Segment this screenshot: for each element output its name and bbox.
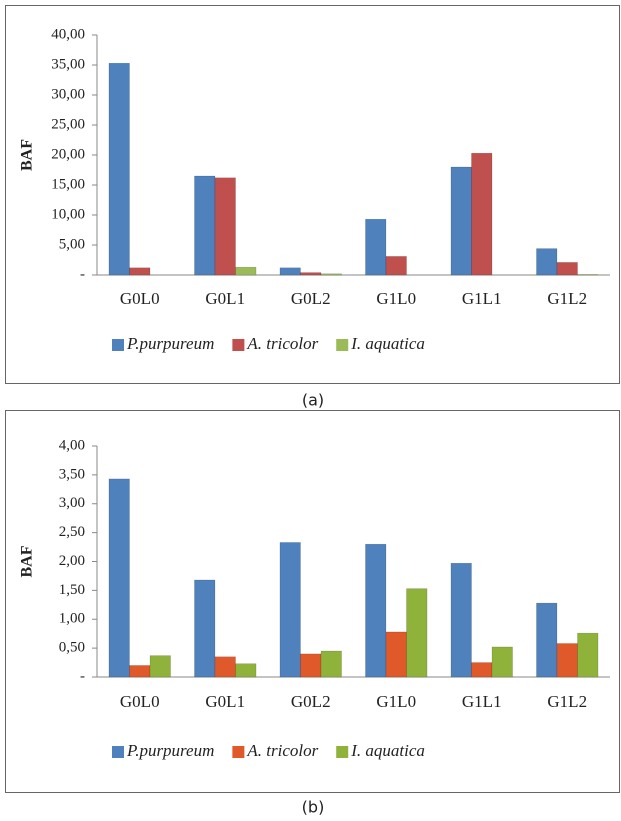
x-tick-label: G0L2	[291, 289, 331, 308]
bar	[108, 62, 130, 276]
y-tick-label: 5,00	[59, 236, 85, 252]
bar	[129, 267, 151, 276]
legend-swatch	[112, 746, 124, 758]
legend-label: I. aquatica	[350, 334, 425, 353]
y-tick-label: -	[80, 668, 85, 684]
bar	[235, 663, 257, 678]
bar	[536, 602, 558, 678]
y-tick-label: -	[80, 266, 85, 282]
legend-swatch	[232, 746, 245, 758]
y-tick-label: 30,00	[51, 86, 85, 102]
legend-swatch	[336, 746, 349, 758]
y-tick-label: 1,50	[59, 582, 85, 598]
chart-frame	[5, 410, 620, 793]
y-tick-label: 35,00	[51, 56, 85, 72]
x-tick-label: G1L0	[376, 289, 416, 308]
legend-label: I. aquatica	[350, 741, 425, 760]
y-tick-label: 25,00	[51, 116, 85, 132]
y-axis-label: BAF	[19, 139, 36, 171]
bar	[556, 262, 578, 276]
bar	[320, 273, 342, 276]
legend-label: P.purpureum	[126, 334, 214, 353]
bar	[194, 175, 216, 276]
bar	[556, 643, 578, 678]
legend-label: A. tricolor	[246, 741, 318, 760]
bar	[279, 542, 301, 678]
bar	[300, 653, 322, 678]
y-tick-label: 3,00	[59, 495, 85, 511]
bar	[194, 579, 216, 678]
bar	[450, 166, 472, 276]
x-tick-label: G0L2	[291, 692, 331, 711]
bar	[214, 177, 236, 276]
x-tick-label: G0L1	[205, 289, 245, 308]
legend-swatch	[112, 339, 124, 351]
bar	[577, 274, 599, 276]
bar	[365, 543, 387, 678]
bar	[471, 152, 493, 276]
bar	[235, 266, 257, 276]
bar	[129, 665, 151, 678]
y-tick-label: 2,50	[59, 524, 85, 540]
y-axis-label: BAF	[19, 545, 36, 577]
x-tick-label: G1L2	[547, 289, 587, 308]
bar	[491, 646, 513, 678]
y-tick-label: 4,00	[59, 437, 85, 453]
caption: (a)	[302, 391, 324, 410]
bar	[320, 650, 342, 678]
x-tick-label: G1L1	[462, 289, 502, 308]
caption: (b)	[302, 798, 325, 817]
x-tick-label: G1L2	[547, 692, 587, 711]
x-tick-label: G0L1	[205, 692, 245, 711]
y-tick-label: 15,00	[51, 176, 85, 192]
bar	[279, 267, 301, 276]
bar	[385, 631, 407, 678]
y-tick-label: 20,00	[51, 146, 85, 162]
y-tick-label: 0,50	[59, 640, 85, 656]
x-tick-label: G0L0	[120, 692, 160, 711]
bar	[214, 656, 236, 678]
bar	[149, 655, 171, 678]
y-tick-label: 40,00	[51, 26, 85, 42]
bar	[385, 256, 407, 276]
chart-frame	[5, 5, 620, 384]
y-tick-label: 1,00	[59, 611, 85, 627]
y-tick-label: 10,00	[51, 206, 85, 222]
x-tick-label: G0L0	[120, 289, 160, 308]
legend-swatch	[336, 339, 349, 351]
legend-label: P.purpureum	[126, 741, 214, 760]
y-tick-label: 2,00	[59, 553, 85, 569]
bar	[450, 562, 472, 678]
y-tick-label: 3,50	[59, 466, 85, 482]
bar	[577, 632, 599, 678]
legend-label: A. tricolor	[246, 334, 318, 353]
x-tick-label: G1L1	[462, 692, 502, 711]
bar	[536, 248, 558, 276]
x-tick-label: G1L0	[376, 692, 416, 711]
bar	[300, 272, 322, 276]
bar	[365, 218, 387, 276]
bar	[108, 478, 130, 678]
legend-swatch	[232, 339, 245, 351]
bar	[406, 588, 428, 678]
bar	[471, 662, 493, 678]
